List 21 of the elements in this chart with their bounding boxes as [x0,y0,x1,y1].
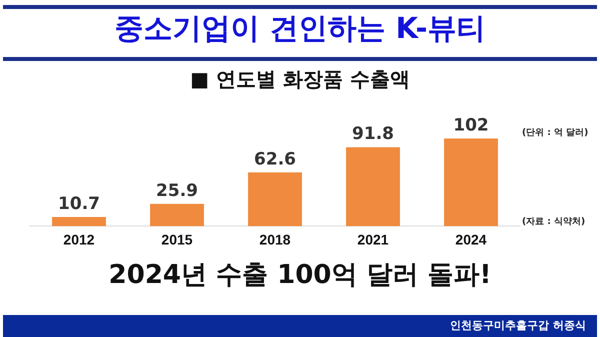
text: 2024년 수출 100억 달러 돌파! [108,259,492,292]
chart-title: 중소기업이 견인하는 K-뷰티 [113,10,487,47]
text: (자료 : 식약처) [522,216,586,228]
text: (단위 : 억 달러) [522,127,588,139]
data-label: 91.8 [352,124,394,144]
data-label: 10.7 [58,194,100,214]
x-tick-label: 2015 [161,231,193,248]
bar [150,204,204,226]
bar [248,172,302,226]
bar [444,138,498,226]
text: 인천동구미추홀구갑 허종식 [450,318,586,333]
data-label: 25.9 [156,180,198,201]
x-tick-label: 2024 [455,231,487,248]
chart-subtitle: ■ 연도별 화장품 수출액 [189,66,411,93]
bar [52,217,106,226]
data-label: 102 [453,115,489,136]
x-tick-label: 2018 [259,231,291,248]
x-tick-label: 2012 [63,231,95,248]
x-tick-label: 2021 [357,231,389,248]
bar [346,147,400,226]
data-label: 62.6 [254,149,296,170]
